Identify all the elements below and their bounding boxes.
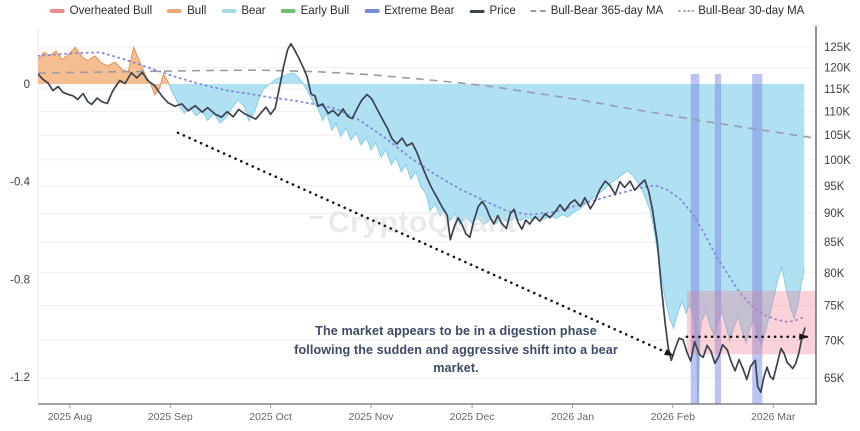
legend-item-bear[interactable]: Bear [221, 5, 266, 17]
legend-swatch [364, 9, 380, 13]
y-axis-right-label: 80K [824, 268, 845, 280]
y-axis-right-label: 105K [824, 130, 851, 142]
digestion-highlight-box [686, 290, 816, 355]
legend-swatch [469, 9, 485, 13]
y-axis-right-label: 65K [824, 373, 845, 385]
legend-item-extreme-bear[interactable]: Extreme Bear [364, 5, 455, 17]
y-axis-right-label: 115K [824, 84, 850, 96]
legend-item-price[interactable]: Price [469, 5, 516, 17]
extreme-bear-bar [714, 74, 722, 404]
y-axis-left-label: -0.8 [10, 274, 30, 286]
legend-label: Overheated Bull [69, 5, 153, 17]
y-axis-right-label: 110K [824, 107, 850, 119]
legend-item-early-bull[interactable]: Early Bull [280, 5, 350, 17]
x-axis-label: 2025 Sep [148, 411, 193, 423]
x-axis-label: 2025 Nov [349, 411, 395, 423]
y-axis-right-label: 125K [824, 42, 851, 54]
legend-label: Bull-Bear 365-day MA [550, 5, 664, 17]
annotation-text: The market appears to be in a digestion … [294, 324, 618, 375]
legend-label: Extreme Bear [384, 5, 455, 17]
x-axis-label: 2025 Dec [450, 411, 495, 423]
x-axis-label: 2026 Mar [751, 411, 796, 423]
trend-arrow-head [664, 349, 674, 356]
indicator-edge-line [160, 72, 170, 85]
legend-label: Early Bull [300, 5, 350, 17]
digestion-arrow-head [799, 333, 809, 341]
ma365-line [38, 69, 813, 139]
legend-swatch [678, 10, 694, 12]
legend-label: Bull [187, 5, 207, 17]
y-axis-right-label: 95K [824, 181, 845, 193]
watermark-dash [310, 216, 323, 219]
legend-item-overheated-bull[interactable]: Overheated Bull [49, 5, 153, 17]
bear-area-segment [168, 73, 805, 404]
y-axis-left-label: -0.4 [10, 177, 30, 189]
legend-item-bull-bear-365-day-ma[interactable]: Bull-Bear 365-day MA [530, 5, 664, 17]
legend-label: Bull-Bear 30-day MA [698, 5, 805, 17]
y-axis-right-label: 90K [824, 208, 845, 220]
y-axis-right-label: 70K [824, 335, 845, 347]
x-axis-label: 2025 Aug [48, 411, 93, 423]
x-axis-label: 2026 Feb [651, 411, 696, 423]
y-axis-right-label: 85K [824, 237, 845, 249]
chart-legend: Overheated Bull Bull Bear Early Bull Extreme… [49, 5, 804, 17]
legend-swatch [167, 9, 183, 13]
legend-swatch [221, 9, 237, 13]
legend-swatch [530, 10, 546, 12]
legend-item-bull-bear-30-day-ma[interactable]: Bull-Bear 30-day MA [678, 5, 804, 17]
legend-swatch [280, 9, 296, 13]
legend-swatch [49, 9, 65, 13]
legend-label: Bear [241, 5, 266, 17]
bull-area-segment [38, 47, 161, 95]
y-axis-right-label: 120K [824, 63, 851, 75]
trend-arrow [176, 131, 674, 357]
watermark: CryptoQuant [328, 206, 517, 239]
y-axis-right-label: 100K [824, 155, 851, 167]
legend-item-bull[interactable]: Bull [167, 5, 206, 17]
y-axis-right-label: 75K [824, 300, 845, 312]
extreme-bear-bar [690, 74, 700, 404]
legend-label: Price [489, 5, 516, 17]
extreme-bear-bar [752, 74, 763, 404]
y-axis-left-label: -1.2 [10, 372, 30, 384]
y-axis-left-label: 0 [24, 79, 30, 91]
ma30-line [38, 51, 807, 324]
x-axis-label: 2026 Jan [551, 411, 594, 423]
watermark: CryptoQuant [328, 206, 517, 239]
x-axis-label: 2025 Oct [249, 411, 292, 423]
price-line [38, 42, 806, 393]
